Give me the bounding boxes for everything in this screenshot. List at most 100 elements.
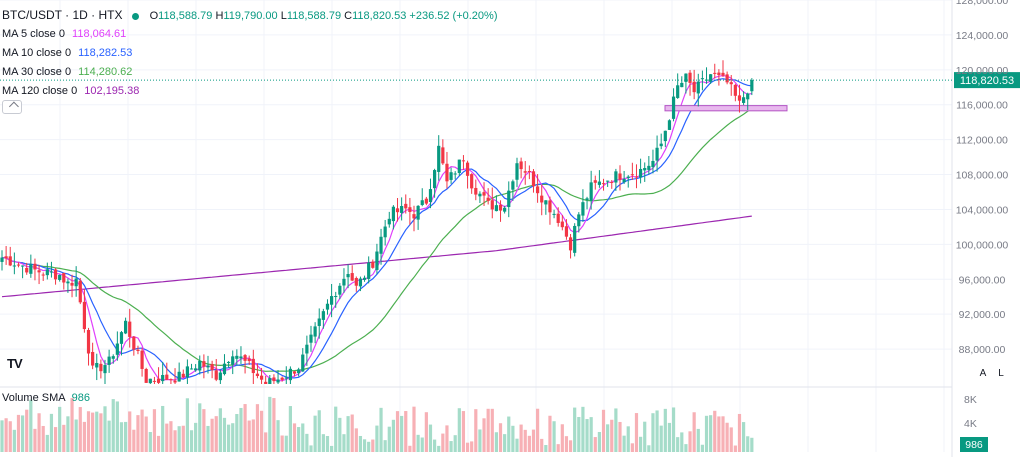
volume-bar	[210, 418, 214, 452]
candle-body	[630, 174, 634, 176]
volume-label: Volume SMA	[2, 392, 66, 404]
volume-bar	[601, 409, 606, 452]
indicator-ma5[interactable]: MA 5 close 0 118,064.61	[2, 25, 498, 44]
volume-bar	[362, 439, 367, 452]
indicator-label: MA 10 close 0	[2, 47, 72, 59]
volume-bar	[169, 421, 173, 452]
candle-body	[231, 356, 235, 365]
volume-bar	[132, 429, 136, 452]
candle-body	[86, 329, 91, 354]
indicator-value: 102,195.38	[84, 85, 140, 97]
candle-body	[338, 285, 342, 295]
price-tick-label: 96,000.00	[959, 274, 1006, 286]
close-value: 118,820.53	[352, 10, 407, 22]
candle-body	[667, 120, 672, 130]
candle-body	[107, 356, 111, 365]
indicator-ma10[interactable]: MA 10 close 0 118,282.53	[2, 44, 498, 63]
candle-body	[227, 361, 231, 363]
candle-body	[284, 377, 288, 379]
volume-bar	[704, 415, 709, 452]
volume-bar	[540, 438, 544, 452]
candle-body	[404, 203, 408, 209]
candle-body	[634, 176, 639, 178]
volume-bar	[696, 428, 700, 452]
candle-body	[288, 368, 292, 381]
candle-body	[437, 145, 441, 172]
volume-bar	[338, 417, 342, 452]
candle-body	[490, 200, 494, 210]
volume-bar	[408, 445, 412, 452]
volume-bar	[185, 398, 189, 452]
candle-body	[391, 206, 395, 222]
candle-body	[91, 351, 95, 366]
volume-value: 986	[71, 392, 90, 404]
volume-bar	[173, 430, 177, 452]
auto-scale-button[interactable]: A	[976, 367, 990, 381]
candle-body	[597, 181, 601, 185]
volume-bar	[486, 408, 490, 452]
candle-body	[412, 214, 416, 219]
candle-body	[721, 72, 725, 76]
volume-bar	[527, 435, 531, 452]
volume-bar	[66, 416, 70, 452]
volume-bar	[437, 445, 441, 452]
candle-body	[45, 269, 49, 276]
volume-legend[interactable]: Volume SMA 986	[2, 392, 90, 404]
volume-bar	[449, 441, 453, 452]
candle-body	[478, 193, 482, 197]
volume-bar	[189, 430, 194, 452]
volume-bar	[470, 441, 474, 452]
support-zone	[664, 105, 788, 112]
volume-bar	[478, 429, 482, 452]
indicator-ma120[interactable]: MA 120 close 0 102,195.38	[2, 82, 498, 101]
volume-bar	[564, 436, 569, 452]
volume-bar	[140, 409, 144, 452]
volume-bar	[482, 418, 486, 452]
volume-bar	[367, 441, 371, 452]
volume-bar	[618, 421, 622, 452]
candle-body	[297, 369, 301, 374]
symbol-title[interactable]: BTC/USDT · 1D · HTX	[2, 8, 123, 22]
volume-tick-label: 8K	[964, 394, 977, 406]
candle-body	[41, 274, 45, 276]
candle-body	[531, 171, 536, 187]
candle-body	[387, 218, 391, 225]
volume-bar	[610, 419, 614, 452]
volume-bar	[115, 401, 119, 452]
volume-bar	[288, 406, 292, 452]
log-scale-button[interactable]: L	[994, 367, 1008, 381]
indicator-label: MA 120 close 0	[2, 85, 78, 97]
candle-body	[375, 251, 379, 270]
candle-body	[371, 261, 375, 268]
volume-bar	[420, 437, 424, 452]
collapse-legend-button[interactable]	[2, 100, 22, 114]
candle-body	[194, 368, 198, 371]
volume-bar	[45, 434, 49, 452]
volume-bar	[194, 422, 198, 452]
volume-bar	[560, 424, 564, 452]
volume-bar	[544, 445, 548, 452]
candle-body	[243, 355, 247, 361]
volume-bar	[523, 429, 527, 452]
candle-body	[515, 163, 519, 180]
high-label: H	[215, 10, 224, 22]
indicator-ma30[interactable]: MA 30 close 0 114,280.62	[2, 63, 498, 82]
volume-bar	[556, 444, 560, 452]
volume-bar	[198, 403, 202, 452]
volume-bar	[383, 440, 387, 452]
tradingview-logo[interactable]: TV	[7, 356, 23, 371]
volume-bar	[663, 408, 667, 452]
candle-body	[676, 85, 680, 98]
price-tick-label: 124,000.00	[956, 30, 1009, 42]
candle-body	[239, 356, 243, 359]
volume-bar	[573, 407, 577, 452]
price-tick-label: 120,000.00	[956, 65, 1009, 77]
candle-body	[725, 74, 729, 83]
ma10-line	[1, 78, 752, 380]
candle-body	[503, 207, 507, 212]
candle-body	[235, 355, 239, 359]
volume-bar	[375, 425, 379, 452]
price-tick-label: 92,000.00	[959, 309, 1006, 321]
